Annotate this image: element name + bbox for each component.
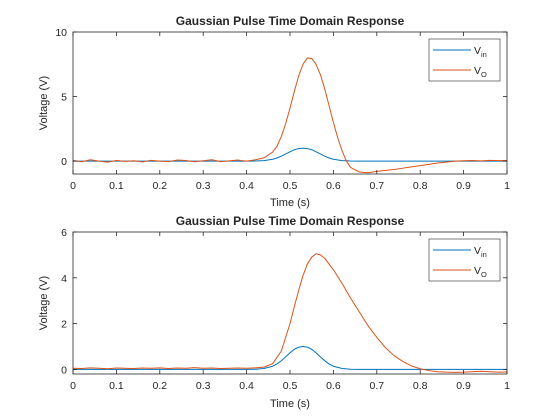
y-axis-label: Voltage (V)	[38, 76, 50, 130]
x-tick-label: 0	[70, 180, 76, 192]
y-tick-label: 0	[61, 156, 67, 168]
x-tick-label: 0.1	[109, 180, 124, 192]
x-tick-label: 0.2	[152, 180, 167, 192]
x-tick-label: 0.8	[413, 180, 428, 192]
y-tick-label: 6	[61, 227, 67, 239]
legend: Vin VO	[428, 38, 501, 82]
x-tick-label: 0.1	[109, 380, 124, 392]
legend-label-vin: Vin	[474, 45, 487, 59]
x-tick-label: 0.4	[239, 380, 254, 392]
bottom-plot: 0 0.1 0.2 0.3 0.4 0.5 0.6 0.7 0.8 0.9 1 0 2 4 6 Gaussi…	[38, 214, 510, 410]
x-tick-label: 0.6	[326, 380, 341, 392]
legend-label-vin: Vin	[474, 245, 487, 259]
legend-box	[428, 238, 501, 282]
series-line-vin	[73, 147, 507, 162]
x-tick-label: 0.8	[413, 380, 428, 392]
x-tick-label: 0.7	[369, 180, 384, 192]
ticks-layer: 0 0.1 0.2 0.3 0.4 0.5 0.6 0.7 0.8 0.9 1 0 2 4 6	[61, 227, 510, 392]
x-tick-label: 1	[504, 380, 510, 392]
legend-box	[428, 38, 501, 82]
legend-label-vo: VO	[474, 65, 487, 79]
legend-label-vo: VO	[474, 265, 487, 279]
x-tick-label: 0.2	[152, 380, 167, 392]
chart-title: Gaussian Pulse Time Domain Response	[176, 14, 405, 28]
x-tick-label: 0.5	[283, 380, 298, 392]
x-tick-label: 0.3	[196, 380, 211, 392]
x-tick-label: 0.6	[326, 180, 341, 192]
series-line-vo	[72, 57, 508, 174]
y-axis-label: Voltage (V)	[38, 276, 50, 330]
series-line-vo	[72, 253, 508, 373]
series-line-vin	[73, 346, 507, 370]
y-tick-label: 0	[61, 364, 67, 376]
legend: Vin VO	[428, 238, 501, 282]
x-tick-label: 0.7	[369, 380, 384, 392]
x-axis-label: Time (s)	[270, 398, 310, 410]
x-tick-label: 0.9	[456, 380, 471, 392]
x-tick-label: 0	[70, 380, 76, 392]
x-tick-label: 1	[504, 180, 510, 192]
y-tick-label: 10	[55, 27, 67, 39]
x-tick-label: 0.9	[456, 180, 471, 192]
series-layer	[72, 253, 508, 373]
x-axis-label: Time (s)	[270, 197, 310, 209]
y-tick-label: 2	[61, 319, 67, 331]
series-layer	[72, 57, 508, 174]
x-tick-label: 0.4	[239, 180, 254, 192]
y-tick-label: 4	[61, 273, 67, 285]
x-tick-label: 0.3	[196, 180, 211, 192]
chart-title: Gaussian Pulse Time Domain Response	[176, 214, 405, 228]
x-tick-label: 0.5	[283, 180, 298, 192]
y-tick-label: 5	[61, 92, 67, 104]
